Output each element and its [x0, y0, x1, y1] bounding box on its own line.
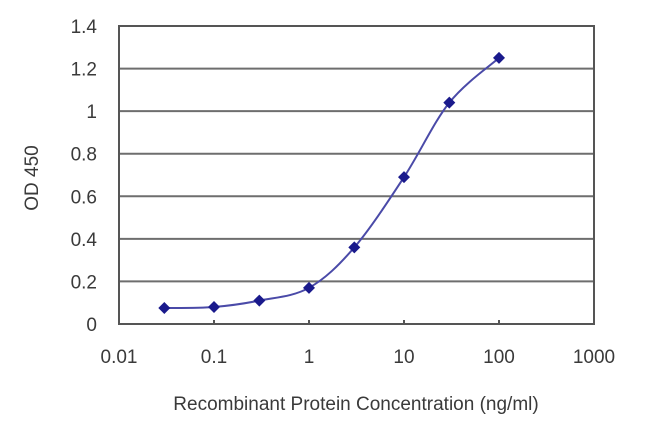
y-tick-label: 1: [86, 102, 97, 123]
y-axis-title: OD 450: [22, 145, 43, 210]
y-axis-tick-labels: 0 0.2 0.4 0.6 0.8 1 1.2 1.4: [71, 17, 98, 336]
data-point-diamond-icon: [443, 96, 456, 109]
data-point-diamond-icon: [303, 281, 315, 294]
y-tick-label: 0: [86, 315, 97, 336]
x-tick-label: 0.01: [101, 347, 138, 368]
horizontal-gridlines: [119, 67, 594, 283]
data-point-diamond-icon: [398, 171, 410, 184]
data-point-diamond-icon: [253, 294, 266, 307]
x-tick-label: 1: [304, 347, 315, 368]
data-point-diamond-icon: [158, 302, 171, 315]
x-tick-label: 10: [393, 347, 414, 368]
y-tick-label: 1.2: [71, 60, 97, 81]
x-tick-label: 100: [483, 347, 515, 368]
data-point-diamond-icon: [208, 300, 220, 313]
fitted-curve: [164, 57, 500, 310]
x-axis-ticks: [118, 320, 595, 324]
plot-frame: [118, 25, 595, 325]
x-tick-label: 1000: [573, 347, 615, 368]
data-point-markers: [158, 51, 505, 315]
data-point-diamond-icon: [348, 241, 361, 254]
x-axis-title: Recombinant Protein Concentration (ng/ml…: [173, 394, 538, 415]
x-axis-tick-labels: 0.01 0.1 1 10 100 1000: [101, 347, 616, 368]
x-tick-label: 0.1: [201, 347, 227, 368]
y-tick-label: 0.8: [71, 145, 97, 166]
data-point-diamond-icon: [493, 51, 505, 64]
y-tick-label: 0.6: [71, 187, 97, 208]
y-tick-label: 0.2: [71, 272, 97, 293]
y-tick-label: 1.4: [71, 17, 98, 38]
y-tick-label: 0.4: [71, 230, 98, 251]
